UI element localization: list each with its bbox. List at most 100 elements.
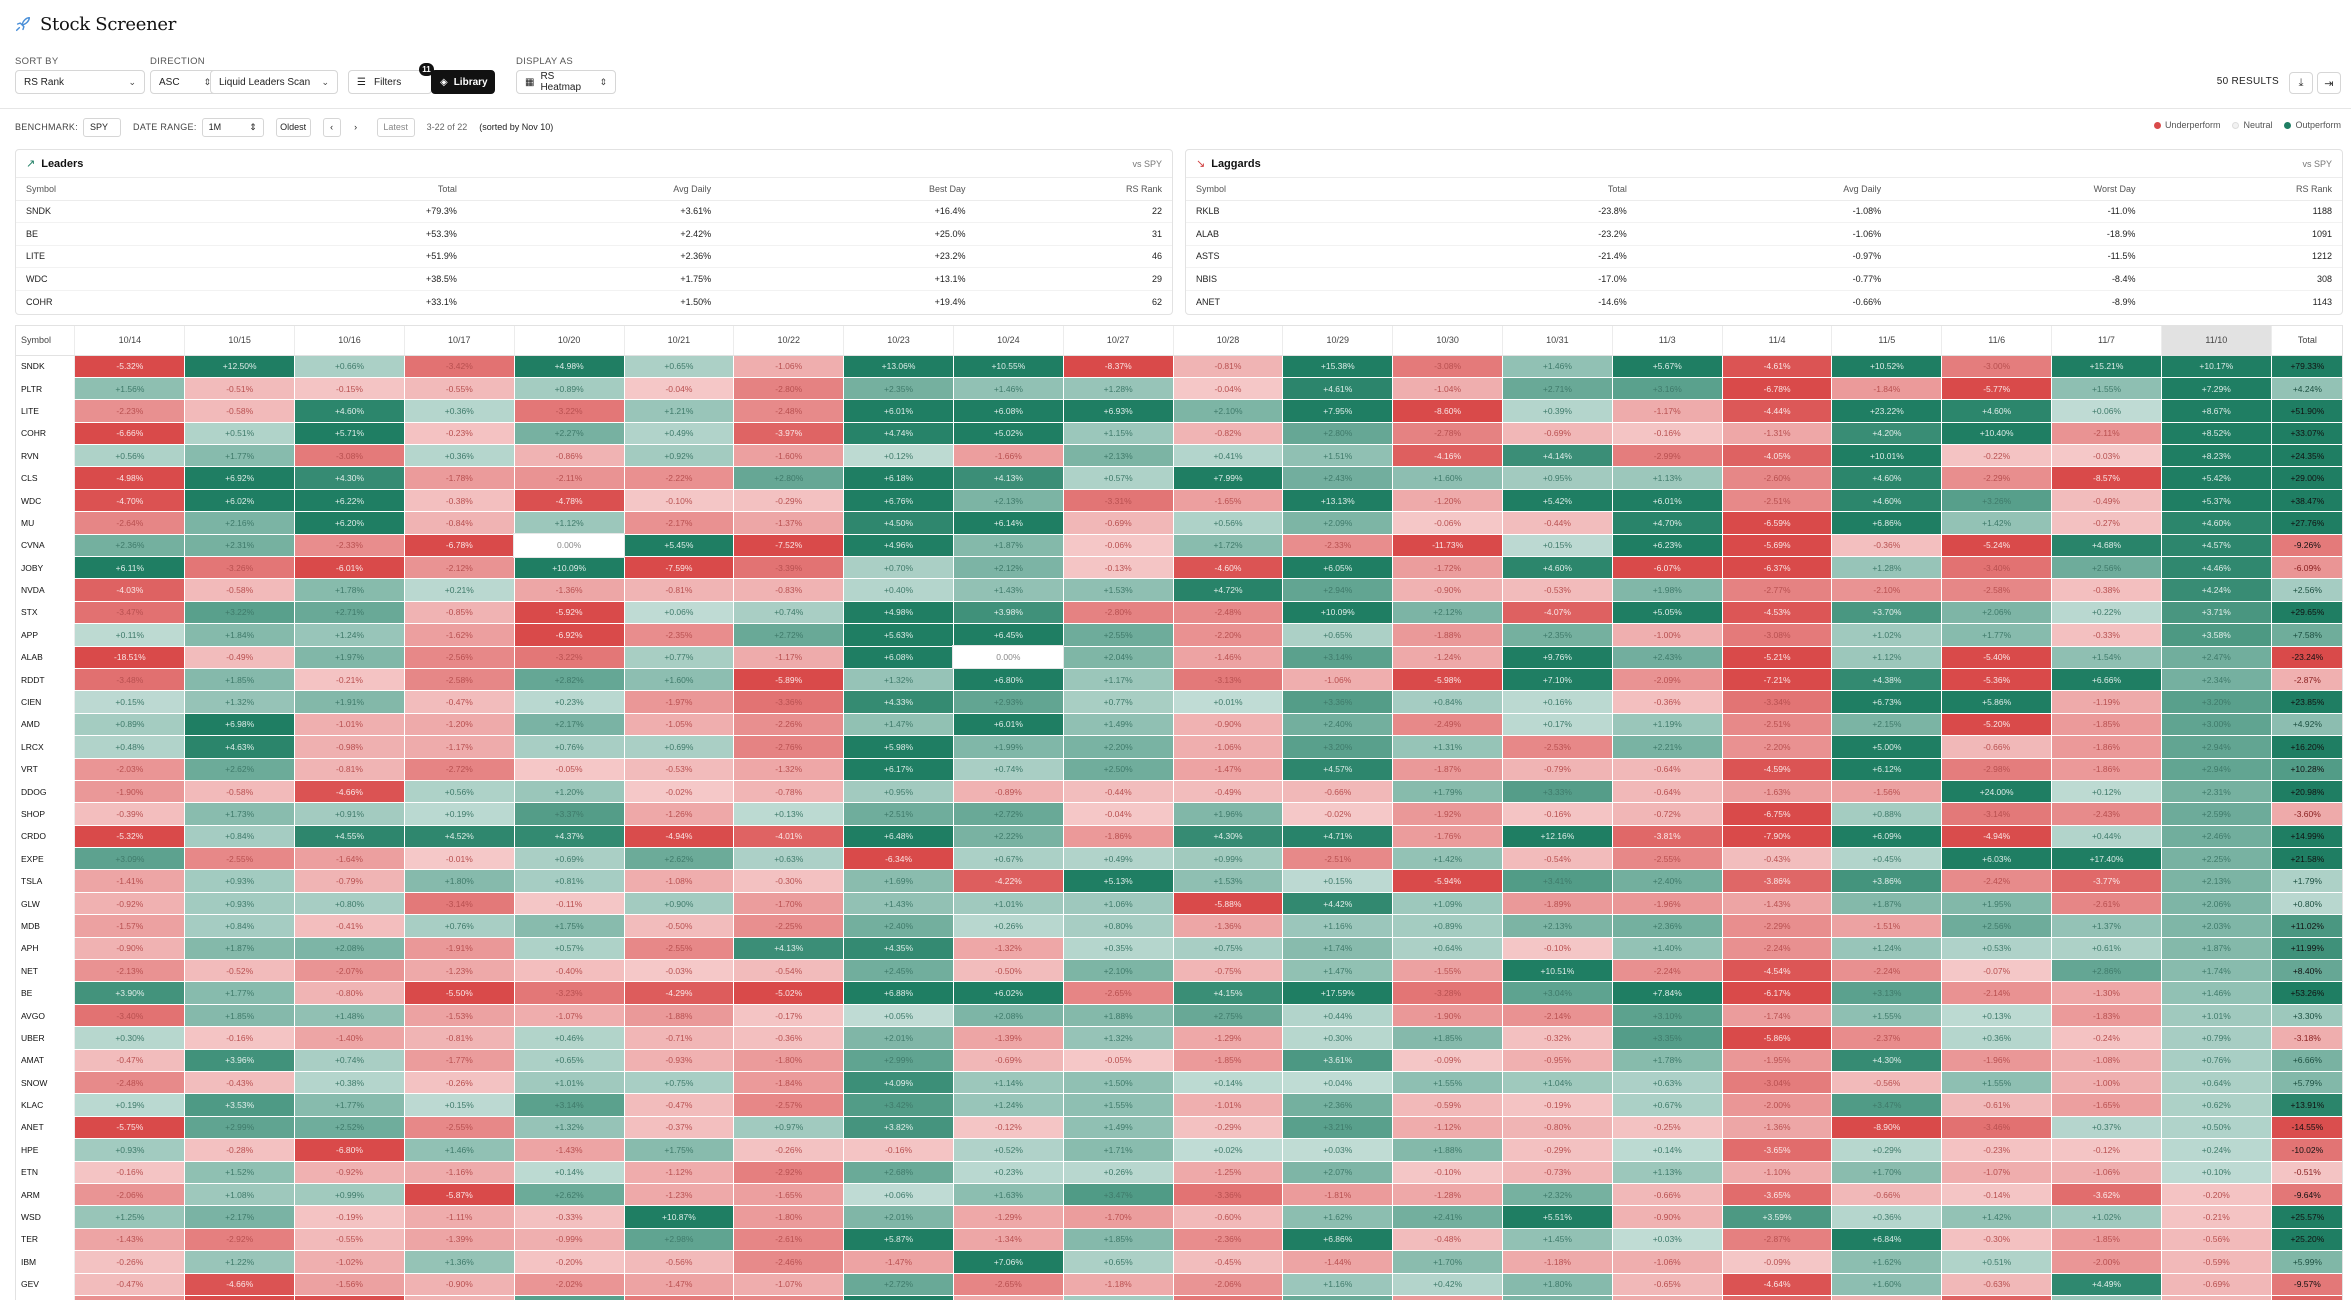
- heatmap-row[interactable]: APP +0.11% +1.84% +1.24% -1.62% -6.92% -2.35% +…: [16, 623, 2342, 647]
- heatmap-row[interactable]: PLTR +1.56% -0.51% -0.15% -0.55% +0.89% -0.04%…: [16, 377, 2342, 401]
- heatmap-symbol[interactable]: ALAB: [16, 646, 76, 669]
- heatmap-row[interactable]: NVDA -4.03% -0.58% +1.78% +0.21% -1.36% -0.81%…: [16, 578, 2342, 602]
- prev-button[interactable]: ‹: [322, 117, 341, 137]
- heatmap-symbol[interactable]: APP: [16, 623, 76, 647]
- heatmap-symbol[interactable]: MU: [16, 511, 76, 535]
- heatmap-row[interactable]: ORCL-2.21%-4.95%-4.85%-0.85%+3.25%-3.10%…: [16, 1295, 2342, 1300]
- heatmap-date-header[interactable]: 11/10: [2161, 326, 2272, 356]
- heatmap-symbol[interactable]: AMD: [16, 713, 76, 737]
- direction-select[interactable]: ASC ⇕: [150, 70, 220, 94]
- heatmap-row[interactable]: CIEN +0.15% +1.32% +1.91% -0.47% +0.23% -1.97%…: [16, 690, 2342, 714]
- leaders-row[interactable]: SNDK +79.3% +3.61% +16.4% 22: [16, 200, 1172, 223]
- heatmap-date-header[interactable]: 10/22: [733, 326, 845, 356]
- heatmap-date-header[interactable]: 11/4: [1722, 326, 1833, 356]
- heatmap-row[interactable]: NET -2.13% -0.52% -2.07% -1.23% -0.40% -0.03% -…: [16, 959, 2342, 983]
- heatmap-symbol[interactable]: CLS: [16, 466, 76, 490]
- heatmap-row[interactable]: STX -3.47% +3.22% +2.71% -0.85% -5.92% +0.06% +…: [16, 601, 2342, 625]
- heatmap-symbol[interactable]: CVNA: [16, 534, 76, 558]
- heatmap-row[interactable]: WDC -4.70% +6.02% +6.22% -0.38% -4.78% -0.10% -…: [16, 489, 2342, 513]
- leaders-row[interactable]: COHR +33.1% +1.50% +19.4% 62: [16, 290, 1172, 313]
- heatmap-symbol[interactable]: RVN: [16, 444, 76, 468]
- heatmap-symbol[interactable]: VRT: [16, 758, 76, 781]
- heatmap-row[interactable]: MDB -1.57% +0.84% -0.41% +0.76% +1.75% -0.50% -…: [16, 914, 2342, 938]
- heatmap-row[interactable]: WSD +1.25% +2.17% -0.19% -1.11% -0.33% +10.87%…: [16, 1205, 2342, 1229]
- heatmap-row[interactable]: MU -2.64% +2.16% +6.20% -0.84% +1.12% -2.17% -1…: [16, 511, 2342, 535]
- heatmap-symbol[interactable]: BE: [16, 981, 76, 1005]
- heatmap-date-header[interactable]: 11/3: [1612, 326, 1723, 356]
- heatmap-row[interactable]: BE +3.90% +1.77% -0.80% -5.50% -3.23% -4.29% -5…: [16, 981, 2342, 1005]
- next-button[interactable]: ›: [346, 117, 365, 137]
- heatmap-symbol[interactable]: HPE: [16, 1138, 76, 1162]
- heatmap-symbol[interactable]: LITE: [16, 399, 76, 423]
- heatmap-date-header[interactable]: 11/7: [2051, 326, 2162, 356]
- heatmap-date-header[interactable]: 10/21: [624, 326, 735, 356]
- heatmap-row[interactable]: ETN -0.16% +1.52% -0.92% -1.16% +0.14% -1.12% -…: [16, 1161, 2342, 1184]
- heatmap-row[interactable]: TSLA -1.41% +0.93% -0.79% +1.80% +0.81% -1.08%…: [16, 869, 2342, 893]
- heatmap-symbol[interactable]: WSD: [16, 1205, 76, 1229]
- heatmap-row[interactable]: APH -0.90% +1.87% +2.08% -1.91% +0.57% -2.55% +…: [16, 937, 2342, 961]
- heatmap-date-header[interactable]: 10/20: [514, 326, 625, 356]
- heatmap-symbol[interactable]: RDDT: [16, 668, 76, 692]
- heatmap-symbol[interactable]: ARM: [16, 1183, 76, 1207]
- heatmap-date-header[interactable]: 10/28: [1173, 326, 1284, 356]
- columns-button[interactable]: ⇥: [2317, 72, 2341, 94]
- heatmap-date-header[interactable]: 10/31: [1502, 326, 1613, 356]
- heatmap-row[interactable]: IBM -0.26% +1.22% -1.02% +1.36% -0.20% -0.56% -…: [16, 1250, 2342, 1274]
- heatmap-date-header[interactable]: 10/24: [953, 326, 1064, 356]
- heatmap-row[interactable]: SHOP -0.39% +1.73% +0.91% +0.19% +3.37% -1.26%…: [16, 802, 2342, 826]
- heatmap-row[interactable]: GEV -0.47% -4.66% -1.56% -0.90% -2.02% -1.47% -…: [16, 1273, 2342, 1296]
- heatmap-row[interactable]: RDDT -3.48% +1.85% -0.21% -2.58% +2.82% +1.60%…: [16, 668, 2342, 692]
- latest-button[interactable]: Latest: [376, 117, 415, 137]
- heatmap-symbol[interactable]: NET: [16, 959, 76, 983]
- heatmap-row[interactable]: AMAT -0.47% +3.96% +0.74% -1.77% +0.65% -0.93%…: [16, 1049, 2342, 1073]
- display-as-select[interactable]: ▦ RS Heatmap ⇕: [516, 70, 616, 94]
- heatmap-symbol[interactable]: MDB: [16, 914, 76, 938]
- heatmap-symbol[interactable]: SNOW: [16, 1071, 76, 1095]
- filters-button[interactable]: ☰ Filters 11: [348, 63, 434, 94]
- leaders-row[interactable]: LITE +51.9% +2.36% +23.2% 46: [16, 245, 1172, 268]
- heatmap-row[interactable]: DDOG -1.90% -0.58% -4.66% +0.56% +1.20% -0.02%…: [16, 780, 2342, 804]
- date-range-select[interactable]: 1M ⇕: [201, 117, 264, 137]
- heatmap-symbol[interactable]: JOBY: [16, 556, 76, 580]
- heatmap-symbol[interactable]: AMAT: [16, 1049, 76, 1073]
- heatmap-symbol[interactable]: CIEN: [16, 690, 76, 714]
- heatmap-row[interactable]: SNOW -2.48% -0.43% +0.38% -0.26% +1.01% +0.75%…: [16, 1071, 2342, 1095]
- heatmap-row[interactable]: VRT -2.03% +2.62% -0.81% -2.72% -0.05% -0.53% -…: [16, 758, 2342, 781]
- heatmap-date-header[interactable]: 10/15: [184, 326, 296, 356]
- heatmap-symbol[interactable]: SNDK: [16, 355, 76, 378]
- heatmap-symbol[interactable]: PLTR: [16, 377, 76, 401]
- heatmap-date-header[interactable]: 10/30: [1392, 326, 1504, 356]
- laggards-row[interactable]: ANET -14.6% -0.66% -8.9% 1143: [1186, 290, 2342, 313]
- heatmap-symbol[interactable]: EXPE: [16, 847, 76, 871]
- heatmap-row[interactable]: LRCX +0.48% +4.63% -0.98% -1.17% +0.76% +0.69%…: [16, 735, 2342, 759]
- heatmap-date-header[interactable]: 10/16: [294, 326, 405, 356]
- heatmap-symbol[interactable]: ANET: [16, 1116, 76, 1140]
- heatmap-row[interactable]: ARM -2.06% +1.08% +0.99% -5.87% +2.62% -1.23% -…: [16, 1183, 2342, 1207]
- heatmap-row[interactable]: JOBY +6.11% -3.26% -6.01% -2.12% +10.09% -7.59…: [16, 556, 2342, 580]
- heatmap-row[interactable]: GLW -0.92% +0.93% +0.80% -3.14% -0.11% +0.90% -…: [16, 892, 2342, 916]
- heatmap-row[interactable]: SNDK -5.32% +12.50% +0.66% -3.42% +4.98% +0.65…: [16, 355, 2342, 378]
- heatmap-row[interactable]: TER -1.43% -2.92% -0.55% -1.39% -0.99% +2.98% -…: [16, 1228, 2342, 1252]
- heatmap-symbol[interactable]: NVDA: [16, 578, 76, 602]
- heatmap-date-header[interactable]: 10/27: [1063, 326, 1174, 356]
- laggards-row[interactable]: NBIS -17.0% -0.77% -8.4% 308: [1186, 267, 2342, 291]
- heatmap-symbol[interactable]: DDOG: [16, 780, 76, 804]
- sort-by-select[interactable]: RS Rank ⌄: [15, 70, 145, 94]
- download-button[interactable]: ⤓: [2289, 72, 2313, 94]
- heatmap-row[interactable]: HPE +0.93% -0.28% -6.80% +1.46% -1.43% +1.75% -…: [16, 1138, 2342, 1162]
- heatmap-row[interactable]: ALAB -18.51% -0.49% +1.97% -2.56% -3.22% +0.77…: [16, 645, 2342, 670]
- heatmap-row[interactable]: CVNA +2.36% +2.31% -2.33% -6.78% 0.00% +5.45% -…: [16, 533, 2342, 558]
- heatmap-symbol[interactable]: WDC: [16, 489, 76, 513]
- benchmark-input[interactable]: SPY: [83, 117, 122, 137]
- heatmap-date-header[interactable]: 10/23: [843, 326, 954, 356]
- heatmap-row[interactable]: ANET -5.75% +2.99% +2.52% -2.55% +1.32% -0.37%…: [16, 1116, 2342, 1140]
- heatmap-symbol[interactable]: IBM: [16, 1250, 76, 1274]
- heatmap-symbol[interactable]: SHOP: [16, 802, 76, 826]
- heatmap-symbol[interactable]: LRCX: [16, 735, 76, 759]
- heatmap-symbol[interactable]: STX: [16, 601, 76, 625]
- heatmap-symbol[interactable]: APH: [16, 937, 76, 961]
- heatmap-date-header[interactable]: 11/6: [1941, 326, 2053, 356]
- heatmap-symbol[interactable]: ORCL: [16, 1295, 76, 1300]
- heatmap-row[interactable]: COHR -6.66% +0.51% +5.71% -0.23% +2.27% +0.49%…: [16, 422, 2342, 446]
- heatmap-symbol[interactable]: ETN: [16, 1161, 76, 1184]
